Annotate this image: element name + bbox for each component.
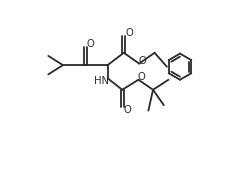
Text: O: O [125, 28, 133, 38]
Text: O: O [138, 56, 146, 66]
Text: O: O [124, 105, 132, 115]
Text: O: O [87, 39, 94, 48]
Text: O: O [138, 72, 145, 82]
Text: HN: HN [94, 76, 109, 85]
